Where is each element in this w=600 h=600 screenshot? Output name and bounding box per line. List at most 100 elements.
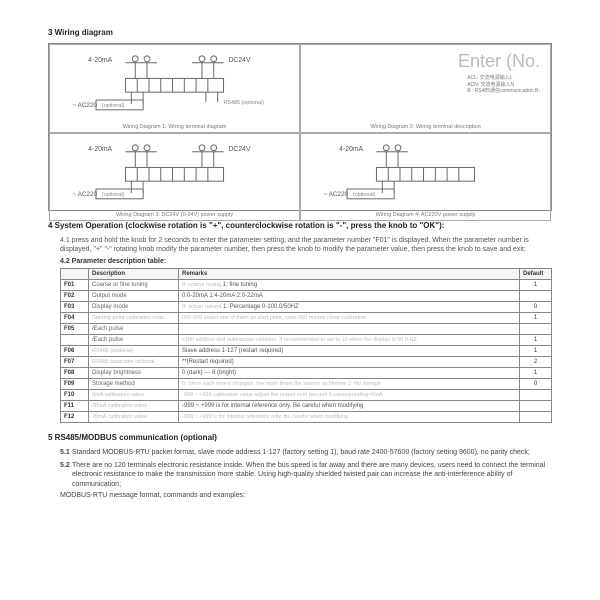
wiring-cap-2: Wiring Diagram 2: Wiring terminal descri… [301, 124, 550, 130]
enter-placeholder: Enter (No. [458, 51, 540, 72]
th-def: Default [520, 269, 552, 280]
wiring-cap-1: Wiring Diagram 1: Wiring terminal diagra… [50, 124, 299, 130]
cell-code [61, 335, 89, 346]
cell-remarks: -999 ~ +999 calibration value adjust the… [179, 390, 520, 401]
section4-heading: 4 System Operation (clockwise rotation i… [48, 221, 552, 230]
wiring-diagram-4: 4-20mA ~ AC220 (optional) [305, 138, 546, 207]
cell-default [520, 412, 552, 423]
cell-default [520, 401, 552, 412]
cell-remarks: 0 (dark) --- 8 (bright) [179, 368, 520, 379]
cell-remarks: 0:0-20mA 1:4-20mA 2:0-22mA [179, 291, 520, 302]
svg-text:~ AC220: ~ AC220 [323, 191, 348, 198]
cell-desc: Display mode [89, 302, 179, 313]
wiring-diagram-1: 4-20mA DC24V ~ AC220 (optional) RS485 (o… [54, 49, 295, 118]
cell-code: F02 [61, 291, 89, 302]
table-row: F02Output mode0:0-20mA 1:4-20mA 2:0-22mA [61, 291, 552, 302]
svg-text:4-20mA: 4-20mA [88, 145, 112, 152]
section5-item-51: 5.1Standard MODBUS-RTU packet format, sl… [48, 448, 552, 457]
cell-desc: Coarse or fine tuning [89, 280, 179, 291]
cell-desc: Starting point calibration code [89, 313, 179, 324]
svg-text:RS485 (optional): RS485 (optional) [224, 100, 265, 106]
cell-default [520, 291, 552, 302]
table-row: F06RS485 (optional)Slave address 1-127 (… [61, 346, 552, 357]
cell-code: F05 [61, 324, 89, 335]
section5-heading: 5 RS485/MODBUS communication (optional) [48, 433, 552, 442]
cell-desc: 0mA calibration value [89, 390, 179, 401]
cell-remarks: Slave address 1-127 (restart required) [179, 346, 520, 357]
cell-default: 0 [520, 379, 552, 390]
cell-remarks: 0: coarse tuning 1: fine tuning [179, 280, 520, 291]
cell-code: F12 [61, 412, 89, 423]
cell-code: F07 [61, 357, 89, 368]
cell-desc: RS485 (optional) [89, 346, 179, 357]
cell-default: 0 [520, 302, 552, 313]
cell-default: 1 [520, 346, 552, 357]
cell-code: F03 [61, 302, 89, 313]
svg-text:(optional): (optional) [102, 192, 125, 198]
cell-code: F04 [61, 313, 89, 324]
table-row: F01Coarse or fine tuning0: coarse tuning… [61, 280, 552, 291]
cell-remarks [179, 324, 520, 335]
svg-text:4-20mA: 4-20mA [88, 57, 112, 64]
svg-text:4-20mA: 4-20mA [339, 145, 363, 152]
table-row: F09Storage method0: Store each time it c… [61, 379, 552, 390]
cell-remarks: 0: Store each time it changes, the more … [179, 379, 520, 390]
th-rem: Remarks [179, 269, 520, 280]
svg-text:(optional): (optional) [353, 192, 376, 198]
cell-default: 1 [520, 280, 552, 291]
section3-heading: 3 Wiring diagram [48, 28, 552, 37]
table-row: F1220mA calibration value-999 ~ +999 is … [61, 412, 552, 423]
cell-remarks: **(Restart required) [179, 357, 520, 368]
cell-code: F06 [61, 346, 89, 357]
wiring-cell-1: 4-20mA DC24V ~ AC220 (optional) RS485 (o… [49, 44, 300, 133]
th-desc: Description [89, 269, 179, 280]
cell-remarks: x100 addition and subtraction variation.… [179, 335, 520, 346]
svg-text:~ AC220: ~ AC220 [72, 102, 97, 109]
cell-remarks: 0: actual current 1: Percentage 0-100.0/… [179, 302, 520, 313]
cell-desc: RS485 baud rate optional [89, 357, 179, 368]
svg-text:(optional): (optional) [102, 103, 125, 109]
cell-desc: 20mA calibration value [89, 412, 179, 423]
cell-code: F09 [61, 379, 89, 390]
svg-text:DC24V: DC24V [228, 145, 251, 152]
cell-remarks: -999 ~ +999 is for internal reference on… [179, 401, 520, 412]
section4-sub42: 4.2 Parameter description table: [48, 258, 552, 265]
cell-code: F10 [61, 390, 89, 401]
cell-remarks: 000-999 select one of them as start poin… [179, 313, 520, 324]
cell-desc: 20mA calibration value [89, 401, 179, 412]
cell-desc: Output mode [89, 291, 179, 302]
wiring-cell-4: 4-20mA ~ AC220 (optional) Wiring Diagram… [300, 133, 551, 222]
cell-default: 1 [520, 368, 552, 379]
table-row: /Each pulsex100 addition and subtraction… [61, 335, 552, 346]
cell-desc: Storage method [89, 379, 179, 390]
cell-code: F08 [61, 368, 89, 379]
table-row: F05/Each pulse [61, 324, 552, 335]
cell-default [520, 324, 552, 335]
cell-code: F11 [61, 401, 89, 412]
table-row: F07RS485 baud rate optional**(Restart re… [61, 357, 552, 368]
terminal-desc-lines: ACL: 交流电源输入L ACN: 交流电源输入N B : RS485通信com… [467, 75, 540, 95]
cell-code: F01 [61, 280, 89, 291]
table-row: F03Display mode0: actual current 1: Perc… [61, 302, 552, 313]
svg-text:~ AC220: ~ AC220 [72, 191, 97, 198]
wiring-grid: 4-20mA DC24V ~ AC220 (optional) RS485 (o… [48, 43, 552, 211]
section4-sub41: 4.1 press and hold the knob for 2 second… [48, 236, 552, 254]
cell-desc: Display brightness [89, 368, 179, 379]
section5-item-52: 5.2There are no 120 terminals electronic… [48, 461, 552, 489]
wiring-cell-3: 4-20mA DC24V ~ AC220 (optional) Wiring D… [49, 133, 300, 222]
wiring-diagram-3: 4-20mA DC24V ~ AC220 (optional) [54, 138, 295, 207]
table-header-row: Description Remarks Default [61, 269, 552, 280]
svg-text:DC24V: DC24V [228, 57, 251, 64]
wiring-cap-4: Wiring Diagram 4: AC220V power supply [301, 212, 550, 218]
cell-default: 1 [520, 335, 552, 346]
cell-default: 2 [520, 357, 552, 368]
cell-default: 1 [520, 313, 552, 324]
table-row: F08Display brightness0 (dark) --- 8 (bri… [61, 368, 552, 379]
modbus-format-line: MODBUS-RTU message format, commands and … [48, 492, 552, 499]
table-row: F04Starting point calibration code000-99… [61, 313, 552, 324]
cell-desc: /Each pulse [89, 335, 179, 346]
parameter-table: Description Remarks Default F01Coarse or… [60, 268, 552, 423]
cell-default [520, 390, 552, 401]
cell-desc: /Each pulse [89, 324, 179, 335]
wiring-cap-3: Wiring Diagram 3: DC24V (0-24V) power su… [50, 212, 299, 218]
